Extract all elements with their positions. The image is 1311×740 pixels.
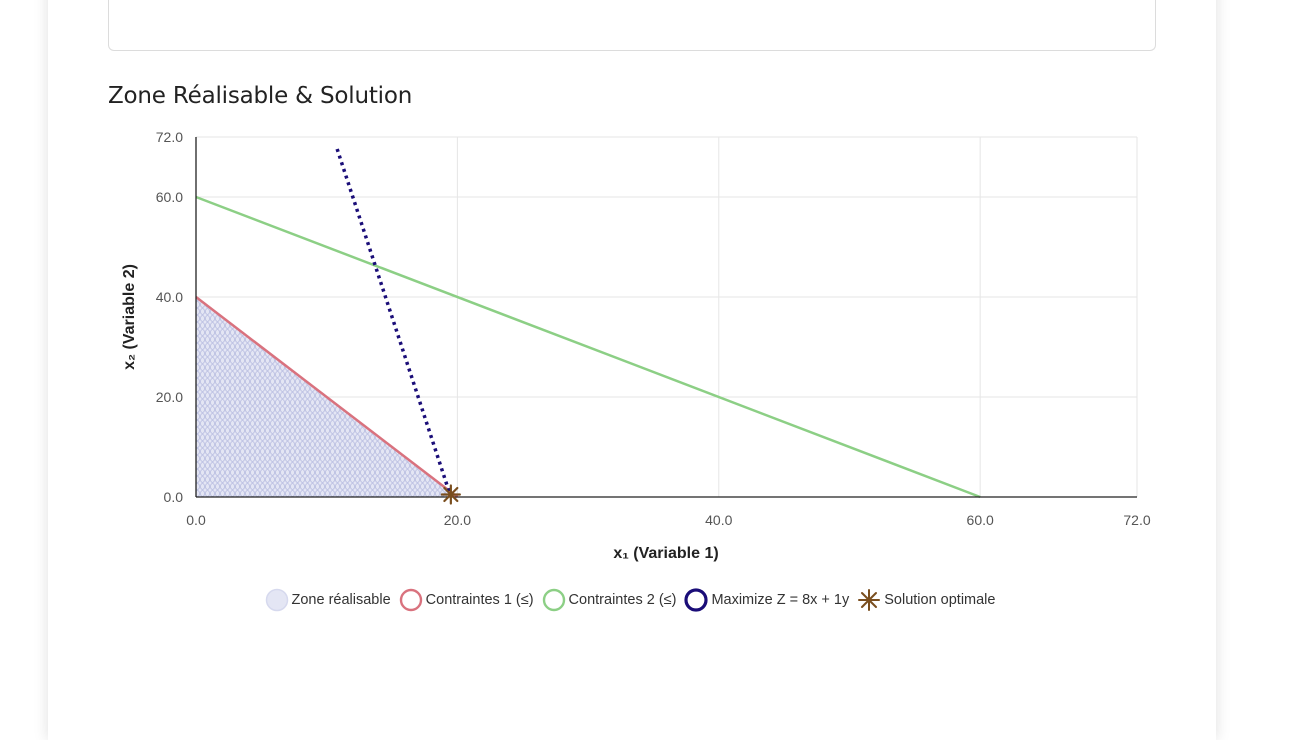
x-axis-label: x₁ (Variable 1): [613, 545, 718, 562]
previous-panel: [108, 0, 1156, 51]
legend-objective-swatch: [684, 588, 709, 612]
y-axis-label: x₂ (Variable 2): [121, 264, 138, 370]
x-tick-label: 20.0: [444, 512, 471, 528]
legend-item-constraint-2[interactable]: Contraintes 2 (≤): [542, 588, 677, 612]
legend-label: Contraintes 1 (≤): [425, 592, 534, 608]
y-tick-label: 20.0: [156, 389, 183, 405]
optimal-solution-marker: [440, 484, 461, 505]
x-tick-label: 60.0: [967, 512, 994, 528]
y-tick-label: 60.0: [156, 189, 183, 205]
y-tick-label: 40.0: [156, 289, 183, 305]
chart-legend: Zone réalisable Contraintes 1 (≤) Contra…: [0, 588, 1260, 612]
constraint-2-line: [195, 195, 981, 499]
x-tick-label: 0.0: [186, 512, 206, 528]
series-layer: [195, 148, 981, 499]
legend-label: Maximize Z = 8x + 1y: [711, 592, 850, 608]
y-tick-label: 72.0: [156, 129, 183, 145]
x-tick-label: 72.0: [1123, 512, 1150, 528]
objective-line: [335, 148, 453, 498]
legend-item-optimal[interactable]: Solution optimale: [857, 588, 995, 612]
legend-label: Zone réalisable: [291, 592, 391, 608]
legend-constraint-2-swatch: [542, 588, 565, 612]
legend-item-objective[interactable]: Maximize Z = 8x + 1y: [684, 588, 849, 612]
y-tick-label: 0.0: [164, 489, 184, 505]
legend-label: Solution optimale: [884, 592, 996, 608]
constraint-1-line: [195, 296, 459, 498]
legend-optimal-star-icon: [858, 589, 881, 611]
feasible-region-chart: 0.0 20.0 40.0 60.0 72.0 0.0 20.0 40.0 60.0 72.0 x…: [121, 129, 1151, 562]
optimal-marker-stroke: [443, 486, 459, 503]
legend-constraint-1-swatch: [399, 588, 422, 612]
x-tick-label: 40.0: [705, 512, 732, 528]
legend-feasible-swatch: [265, 588, 288, 612]
legend-item-constraint-1[interactable]: Contraintes 1 (≤): [399, 588, 534, 612]
legend-item-feasible[interactable]: Zone réalisable: [265, 588, 391, 612]
section-title: Zone Réalisable & Solution: [108, 83, 413, 109]
legend-label: Contraintes 2 (≤): [568, 592, 677, 608]
markers: [440, 484, 461, 505]
axes: 0.0 20.0 40.0 60.0 72.0 0.0 20.0 40.0 60.0 72.0: [156, 129, 1151, 528]
